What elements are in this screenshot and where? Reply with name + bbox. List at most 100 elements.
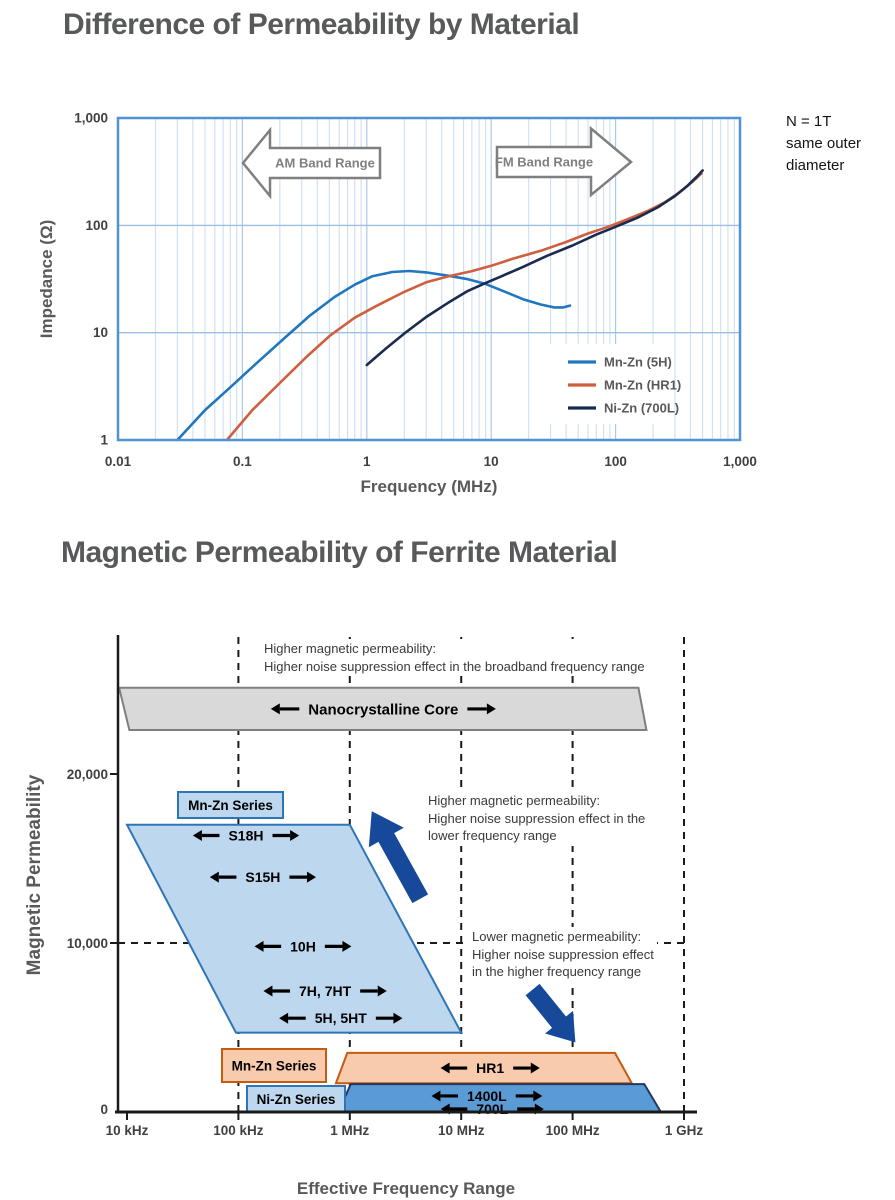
material-range: 10H xyxy=(254,938,352,954)
band-nanocrystalline xyxy=(117,686,648,732)
annotation-line: lower frequency range xyxy=(428,828,557,843)
annotation-line: in the higher frequency range xyxy=(472,964,642,979)
left-arrow-icon xyxy=(192,830,202,842)
series-box xyxy=(221,1048,327,1083)
x-tick-label: 10 kHz xyxy=(106,1123,149,1138)
left-arrow-icon xyxy=(209,871,219,883)
fm-band-arrow-label: FM Band Range xyxy=(495,155,593,170)
right-arrow-icon xyxy=(393,1012,403,1024)
series-curve-1 xyxy=(176,269,572,442)
right-arrow-icon xyxy=(533,1090,543,1102)
y-tick-label: 20,000 xyxy=(67,767,108,782)
right-arrow-icon xyxy=(342,940,352,952)
y-tick-label: 10 xyxy=(93,325,108,340)
right-arrow-icon xyxy=(290,830,300,842)
chart1-title: Difference of Permeability by Material xyxy=(63,8,580,41)
right-arrow-icon xyxy=(377,985,387,997)
legend: Mn-Zn (5H) Mn-Zn (HR1) Ni-Zn (700L) xyxy=(568,355,681,416)
note-line-2: same outer xyxy=(786,135,862,152)
note-line-3: diameter xyxy=(786,157,845,174)
annotation-line: Lower magnetic permeability: xyxy=(472,929,642,944)
chart2-title: Magnetic Permeability of Ferrite Materia… xyxy=(61,536,618,569)
material-label: 5H, 5HT xyxy=(315,1010,368,1026)
y-tick-label: 1,000 xyxy=(74,111,108,126)
right-arrow-icon xyxy=(530,1062,540,1074)
material-range: 7H, 7HT xyxy=(263,983,387,999)
material-label: 7H, 7HT xyxy=(299,983,352,999)
right-arrow-icon xyxy=(307,871,317,883)
material-label: 1400L xyxy=(467,1088,507,1104)
x-tick-label: 1 MHz xyxy=(330,1123,369,1138)
band-mn-zn-ferrite xyxy=(125,823,463,1034)
series-curve-3 xyxy=(365,169,704,367)
left-arrow-icon xyxy=(270,703,280,715)
am-band-arrow-label: AM Band Range xyxy=(275,156,375,171)
right-arrow-icon xyxy=(486,703,496,715)
material-bands xyxy=(117,686,663,1113)
annotation-line: Higher magnetic permeability: xyxy=(264,641,436,656)
legend-label: Mn-Zn (HR1) xyxy=(604,378,681,393)
y-tick-label: 10,000 xyxy=(67,936,108,951)
legend-label: Ni-Zn (700L) xyxy=(604,401,679,416)
x-tick-label: 10 MHz xyxy=(438,1123,485,1138)
trend-up-arrow-icon xyxy=(368,811,429,904)
left-arrow-icon xyxy=(431,1090,441,1102)
material-label: HR1 xyxy=(476,1060,504,1076)
series-box-label: Mn-Zn Series xyxy=(232,1059,317,1074)
legend-label: Mn-Zn (5H) xyxy=(604,355,672,370)
x-tick-label: 100 MHz xyxy=(546,1123,600,1138)
series-curve-2 xyxy=(225,172,703,442)
material-range: S15H xyxy=(209,869,317,885)
annotation-higher-frequency: Lower magnetic permeability: Higher nois… xyxy=(469,927,657,982)
x-tick-label: 1 xyxy=(363,454,371,469)
x-tick-label: 0.01 xyxy=(105,454,132,469)
x-tick-label: 1 GHz xyxy=(665,1123,704,1138)
band-range-arrows: AM Band Range FM Band Range xyxy=(241,125,633,200)
material-label: S15H xyxy=(245,869,280,885)
annotation-line: Higher noise suppression effect xyxy=(472,946,654,962)
y-tick-label: 1 xyxy=(100,433,108,448)
left-arrow-icon xyxy=(279,1012,289,1024)
x-axis-title: Frequency (MHz) xyxy=(361,477,498,496)
fm-band-arrow xyxy=(495,125,633,198)
am-band-arrow xyxy=(241,126,382,200)
material-range: S18H xyxy=(192,828,300,844)
annotation-broadband: Higher magnetic permeability: Higher noi… xyxy=(261,639,648,676)
trend-down-arrow-icon xyxy=(525,983,576,1043)
y-tick-label: 0 xyxy=(100,1102,108,1117)
annotation-line: Higher noise suppression effect in the b… xyxy=(264,658,645,674)
material-label: 10H xyxy=(290,938,316,954)
chart1-note: N = 1T same outer diameter xyxy=(786,111,861,177)
left-arrow-icon xyxy=(254,940,264,952)
annotation-lower-frequency: Higher magnetic permeability: Higher noi… xyxy=(425,791,649,846)
x-tick-label: 100 xyxy=(604,454,627,469)
x-tick-label: 100 kHz xyxy=(213,1123,264,1138)
legend-background xyxy=(540,344,666,424)
x-axis-title: Effective Frequency Range xyxy=(297,1179,515,1198)
series-box xyxy=(177,791,284,819)
plot-border xyxy=(116,116,742,442)
material-range: Nanocrystalline Core xyxy=(270,701,496,718)
x-tick-label: 10 xyxy=(484,454,499,469)
y-tick-label: 100 xyxy=(85,218,108,233)
material-range: 5H, 5HT xyxy=(279,1010,403,1026)
material-label: 700L xyxy=(476,1101,508,1117)
series-box-label: Mn-Zn Series xyxy=(188,798,273,813)
left-arrow-icon xyxy=(263,985,273,997)
material-label: S18H xyxy=(228,828,263,844)
material-range: 1400L xyxy=(431,1088,543,1104)
series-box-label: Ni-Zn Series xyxy=(257,1092,336,1107)
x-tick-label: 1,000 xyxy=(723,454,757,469)
y-axis-title: Magnetic Permeability xyxy=(24,774,45,975)
annotation-line: Higher noise suppression effect in the xyxy=(428,810,646,826)
y-axis-title: Impedance (Ω) xyxy=(37,220,56,339)
material-label: Nanocrystalline Core xyxy=(308,701,458,718)
note-line-1: N = 1T xyxy=(786,113,832,130)
annotation-line: Higher magnetic permeability: xyxy=(428,793,600,808)
permeability-band-diagram: Nanocrystalline Core S18H S15H 10H 7H, 7HT 5H… xyxy=(24,635,704,1198)
material-range: HR1 xyxy=(440,1060,540,1076)
x-tick-label: 0.1 xyxy=(233,454,252,469)
left-arrow-icon xyxy=(440,1062,450,1074)
